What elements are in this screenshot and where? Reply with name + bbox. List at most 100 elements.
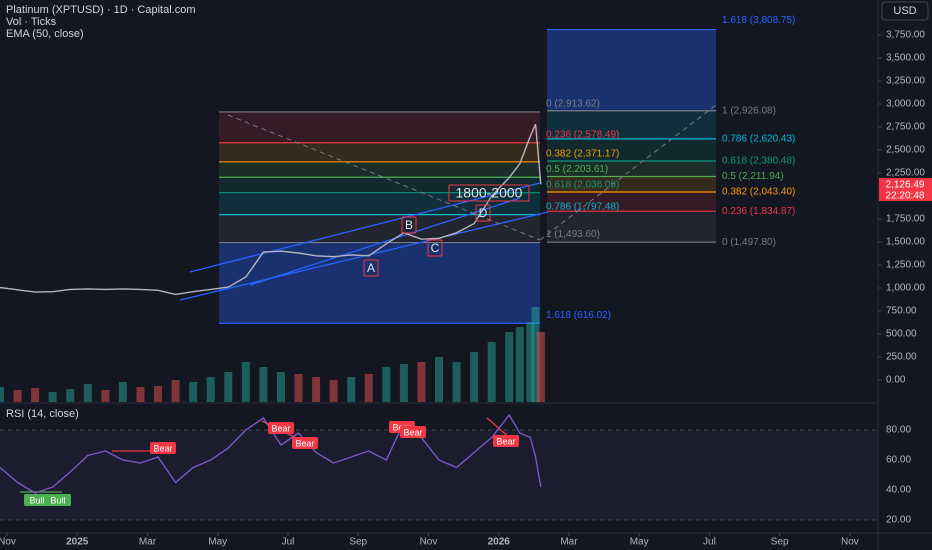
x-tick-label: Nov (841, 537, 859, 548)
volume-bar (312, 377, 321, 402)
pattern-box (427, 239, 443, 257)
ema-label: EMA (50, close) (6, 28, 84, 40)
x-tick-label: 2025 (66, 537, 89, 548)
volume-bar (347, 377, 356, 402)
currency-button[interactable] (881, 1, 929, 21)
fib-label: 0 (2,913.62) (546, 99, 600, 110)
volume-label: Vol · Ticks (6, 16, 57, 28)
x-tick-label: Mar (560, 537, 578, 548)
signal-box (493, 435, 519, 447)
volume-bar (452, 362, 461, 402)
fib-band (219, 214, 540, 243)
volume-bar (118, 382, 127, 402)
volume-bar (259, 367, 268, 402)
x-tick-label: Nov (420, 537, 438, 548)
volume-bar (276, 372, 285, 402)
y-tick-label: 2,750.00 (886, 122, 925, 133)
y-tick-label: 1,500.00 (886, 237, 925, 248)
signal-label: Bear (403, 427, 422, 437)
y-tick-label: 250.00 (886, 352, 917, 363)
volume-bar (526, 322, 535, 402)
signal-box (400, 426, 426, 438)
volume-bar (83, 384, 92, 402)
x-tick-label: May (630, 537, 649, 548)
x-tick-label: Sep (771, 537, 789, 548)
rsi-band (0, 430, 878, 520)
volume-bar (417, 362, 426, 402)
fib-label: 0.236 (1,834.87) (722, 206, 795, 217)
volume-bar (399, 364, 408, 402)
volume-bar (470, 352, 479, 402)
volume-bar (48, 392, 57, 402)
y-tick-label: 2,250.00 (886, 168, 925, 179)
currency[interactable]: USD (893, 5, 916, 17)
fib-band (547, 110, 716, 139)
fib-label: 1 (2,926.08) (722, 105, 776, 116)
x-tick-label: Sep (349, 537, 367, 548)
volume-bar (364, 374, 373, 402)
y-tick-label: 1,750.00 (886, 214, 925, 225)
y-tick-label: 750.00 (886, 306, 917, 317)
fib-label: 0.382 (2,371.17) (546, 148, 619, 159)
pattern-box (475, 204, 491, 222)
y-tick-label: 20.00 (886, 515, 911, 526)
rsi-title: RSI (14, close) (6, 408, 79, 420)
pattern-box (401, 216, 417, 234)
signal-label: Bull (50, 495, 65, 505)
x-tick-label: Mar (139, 537, 157, 548)
x-tick-label: 2026 (488, 537, 511, 548)
fib-band (547, 138, 716, 161)
fib-label: 1.618 (616.02) (546, 310, 611, 321)
chart-title: Platinum (XPTUSD) · 1D · Capital.com (6, 4, 196, 16)
y-tick-label: 80.00 (886, 425, 911, 436)
price-tag (879, 178, 932, 201)
price-tag-countdown: 22:20:48 (886, 191, 925, 202)
rsi-line (0, 413, 542, 494)
y-tick-label: 3,750.00 (886, 30, 925, 41)
volume-bar (515, 327, 524, 402)
y-tick-label: 40.00 (886, 485, 911, 496)
fib-label: 0.236 (2,578.49) (546, 129, 619, 140)
fib-label: 0.5 (2,211.94) (722, 171, 784, 182)
volume-bar (505, 332, 514, 402)
y-tick-label: 2,500.00 (886, 145, 925, 156)
y-tick-label: 1,250.00 (886, 260, 925, 271)
signal-label: Bear (295, 438, 314, 448)
pattern-label: D (479, 206, 488, 220)
pattern-label: A (367, 261, 375, 275)
pattern-label: C (431, 241, 440, 255)
signal-label: Bear (271, 423, 290, 433)
y-tick-label: 3,000.00 (886, 99, 925, 110)
volume-bar (66, 389, 75, 402)
trend-line (189, 182, 541, 273)
volume-bar (31, 388, 40, 402)
pattern-box (363, 259, 379, 277)
fib-band (219, 111, 540, 143)
fib-label: 1 (1,493.60) (546, 229, 600, 240)
y-tick-label: 0.00 (886, 375, 906, 386)
dashed-line (227, 114, 541, 241)
fib-band (547, 176, 716, 192)
volume-bar (531, 307, 540, 402)
volume-bar (241, 362, 250, 402)
volume-bar (206, 377, 215, 402)
y-tick-label: 1,000.00 (886, 283, 925, 294)
fib-label: 0.786 (2,620.43) (722, 134, 795, 145)
volume-bar (136, 387, 145, 402)
volume-bar (435, 357, 443, 402)
volume-bar (536, 332, 545, 402)
fib-band (219, 142, 540, 162)
fib-band (219, 242, 540, 324)
y-tick-label: 3,500.00 (886, 53, 925, 64)
fib-label: 0.618 (2,380.48) (722, 156, 795, 167)
volume-bar (189, 382, 198, 402)
signal-box (45, 494, 71, 506)
pattern-label: B (405, 218, 413, 232)
fib-label: 0.786 (1,797.48) (546, 201, 619, 212)
volume-bar (0, 387, 4, 402)
signal-box (292, 437, 318, 449)
signal-box (150, 442, 176, 454)
price-tag-value: 2,126.49 (886, 180, 925, 191)
fib-band (547, 191, 716, 212)
